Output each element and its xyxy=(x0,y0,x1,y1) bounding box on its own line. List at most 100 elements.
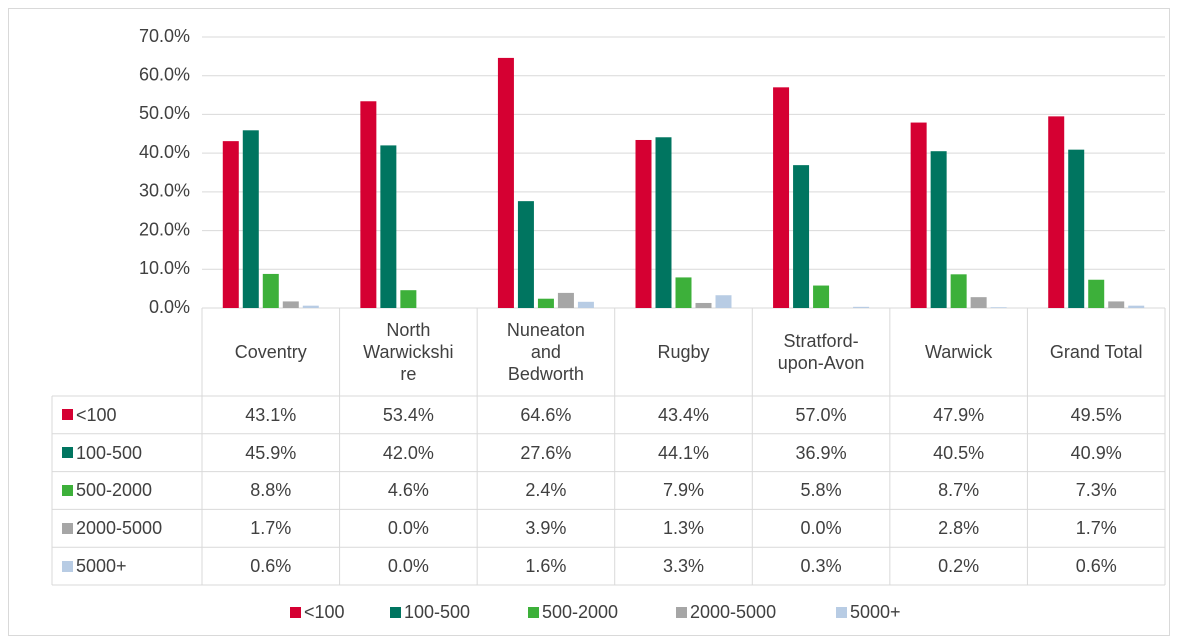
table-cell: 57.0% xyxy=(795,404,847,425)
table-cell: 3.3% xyxy=(662,556,704,577)
bar xyxy=(970,297,987,308)
legend-item: 100-500 xyxy=(390,601,470,623)
legend-label: 5000+ xyxy=(850,601,901,622)
row-label: <100 xyxy=(62,396,202,434)
table-cell: 0.3% xyxy=(800,556,842,577)
legend-swatch xyxy=(62,560,73,572)
legend-swatch xyxy=(62,522,73,534)
table-header: Grand Total xyxy=(1027,308,1165,396)
table-cell: 1.7% xyxy=(1075,518,1117,539)
legend-label: 100-500 xyxy=(404,601,471,622)
table-cell: 4.6% xyxy=(387,480,429,501)
bar xyxy=(695,302,712,308)
row-label-text: 5000+ xyxy=(76,556,127,577)
legend-swatch xyxy=(676,606,687,618)
bar xyxy=(360,101,377,308)
y-tick-label: 30.0% xyxy=(139,181,190,201)
table-cell: 0.2% xyxy=(938,556,980,577)
y-tick-label: 0.0% xyxy=(149,297,190,317)
category-label: Stratford-upon-Avon xyxy=(777,331,865,373)
table-cell: 53.4% xyxy=(382,404,434,425)
table-cell: 8.7% xyxy=(938,480,980,501)
bar xyxy=(635,139,652,308)
row-label: 2000-5000 xyxy=(62,509,202,547)
table-cell: 43.1% xyxy=(245,404,297,425)
row-label-text: 500-2000 xyxy=(76,480,153,501)
bar xyxy=(1068,149,1085,308)
bar xyxy=(400,290,417,308)
table-cell: 45.9% xyxy=(245,442,297,463)
table-cell: 42.0% xyxy=(382,442,434,463)
bar xyxy=(242,130,259,308)
category-label: Rugby xyxy=(657,342,710,362)
legend-label: 500-2000 xyxy=(542,601,619,622)
table-cell: 44.1% xyxy=(657,442,709,463)
y-tick-label: 60.0% xyxy=(139,64,190,84)
bar xyxy=(557,292,574,308)
table-cell: 40.9% xyxy=(1070,442,1122,463)
bar xyxy=(222,141,239,308)
bar xyxy=(537,298,554,308)
table-cell: 0.0% xyxy=(387,518,429,539)
legend-swatch xyxy=(62,484,73,496)
bar xyxy=(1088,279,1105,308)
bar xyxy=(655,137,672,308)
y-tick-label: 70.0% xyxy=(139,26,190,46)
bar xyxy=(930,151,947,308)
row-label-text: <100 xyxy=(76,404,117,425)
table-cell: 49.5% xyxy=(1070,404,1122,425)
table-cell: 2.4% xyxy=(525,480,567,501)
table-header: North Warwickshire xyxy=(340,308,478,396)
category-label: Grand Total xyxy=(1049,342,1143,362)
bar xyxy=(950,274,967,308)
bar xyxy=(1128,305,1145,308)
category-label: Nuneaton and Bedworth xyxy=(506,320,585,384)
category-label: Warwick xyxy=(924,342,993,362)
y-tick-label: 20.0% xyxy=(139,219,190,239)
table-cell: 64.6% xyxy=(520,404,572,425)
bar xyxy=(282,301,299,308)
table-header: Nuneaton and Bedworth xyxy=(477,308,615,396)
legend-swatch xyxy=(836,606,847,618)
table-cell: 0.6% xyxy=(1075,556,1117,577)
bar xyxy=(497,57,514,308)
table-cell: 7.9% xyxy=(662,480,704,501)
bar xyxy=(262,273,279,308)
bar xyxy=(302,305,319,308)
y-tick-label: 10.0% xyxy=(139,258,190,278)
legend-swatch xyxy=(528,606,539,618)
legend-swatch xyxy=(62,409,73,421)
table-cell: 27.6% xyxy=(520,442,572,463)
table-cell: 2.8% xyxy=(938,518,980,539)
legend-item: <100 xyxy=(290,601,345,623)
bar xyxy=(675,277,692,308)
table-cell: 3.9% xyxy=(525,518,567,539)
bar xyxy=(813,285,830,308)
table-cell: 7.3% xyxy=(1075,480,1117,501)
table-cell: 0.0% xyxy=(800,518,842,539)
legend-swatch xyxy=(62,447,73,459)
legend-swatch xyxy=(390,606,401,618)
bar xyxy=(577,301,594,308)
legend-item: 500-2000 xyxy=(528,601,618,623)
table-header: Stratford-upon-Avon xyxy=(752,308,890,396)
row-label-text: 2000-5000 xyxy=(76,518,163,539)
row-label-text: 100-500 xyxy=(76,442,143,463)
row-label: 100-500 xyxy=(62,434,202,472)
bar xyxy=(990,307,1007,308)
legend-swatch xyxy=(290,606,301,618)
chart-border xyxy=(8,8,1170,636)
category-label: Coventry xyxy=(234,342,307,362)
bar xyxy=(910,122,927,309)
row-label: 5000+ xyxy=(62,547,202,585)
table-cell: 36.9% xyxy=(795,442,847,463)
table-cell: 40.5% xyxy=(933,442,985,463)
table-cell: 47.9% xyxy=(933,404,985,425)
bar xyxy=(793,165,810,308)
bar xyxy=(773,87,790,308)
bar xyxy=(1108,301,1125,308)
legend-label: <100 xyxy=(304,601,345,622)
table-cell: 1.6% xyxy=(525,556,567,577)
